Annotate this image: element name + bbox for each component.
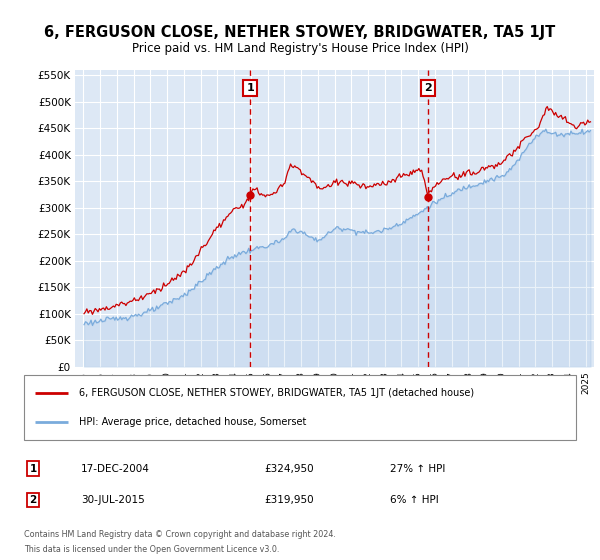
Text: 1: 1 bbox=[246, 83, 254, 93]
Text: 2: 2 bbox=[29, 495, 37, 505]
Text: 6% ↑ HPI: 6% ↑ HPI bbox=[390, 495, 439, 505]
Text: 27% ↑ HPI: 27% ↑ HPI bbox=[390, 464, 445, 474]
Text: Price paid vs. HM Land Registry's House Price Index (HPI): Price paid vs. HM Land Registry's House … bbox=[131, 42, 469, 55]
Text: £319,950: £319,950 bbox=[264, 495, 314, 505]
Text: 6, FERGUSON CLOSE, NETHER STOWEY, BRIDGWATER, TA5 1JT (detached house): 6, FERGUSON CLOSE, NETHER STOWEY, BRIDGW… bbox=[79, 388, 475, 398]
Text: 6, FERGUSON CLOSE, NETHER STOWEY, BRIDGWATER, TA5 1JT: 6, FERGUSON CLOSE, NETHER STOWEY, BRIDGW… bbox=[44, 25, 556, 40]
Text: 30-JUL-2015: 30-JUL-2015 bbox=[81, 495, 145, 505]
Text: £324,950: £324,950 bbox=[264, 464, 314, 474]
Text: HPI: Average price, detached house, Somerset: HPI: Average price, detached house, Some… bbox=[79, 417, 307, 427]
Text: 1: 1 bbox=[29, 464, 37, 474]
Text: Contains HM Land Registry data © Crown copyright and database right 2024.: Contains HM Land Registry data © Crown c… bbox=[24, 530, 336, 539]
FancyBboxPatch shape bbox=[24, 375, 576, 440]
Text: This data is licensed under the Open Government Licence v3.0.: This data is licensed under the Open Gov… bbox=[24, 545, 280, 554]
Text: 17-DEC-2004: 17-DEC-2004 bbox=[81, 464, 150, 474]
Text: 2: 2 bbox=[424, 83, 432, 93]
